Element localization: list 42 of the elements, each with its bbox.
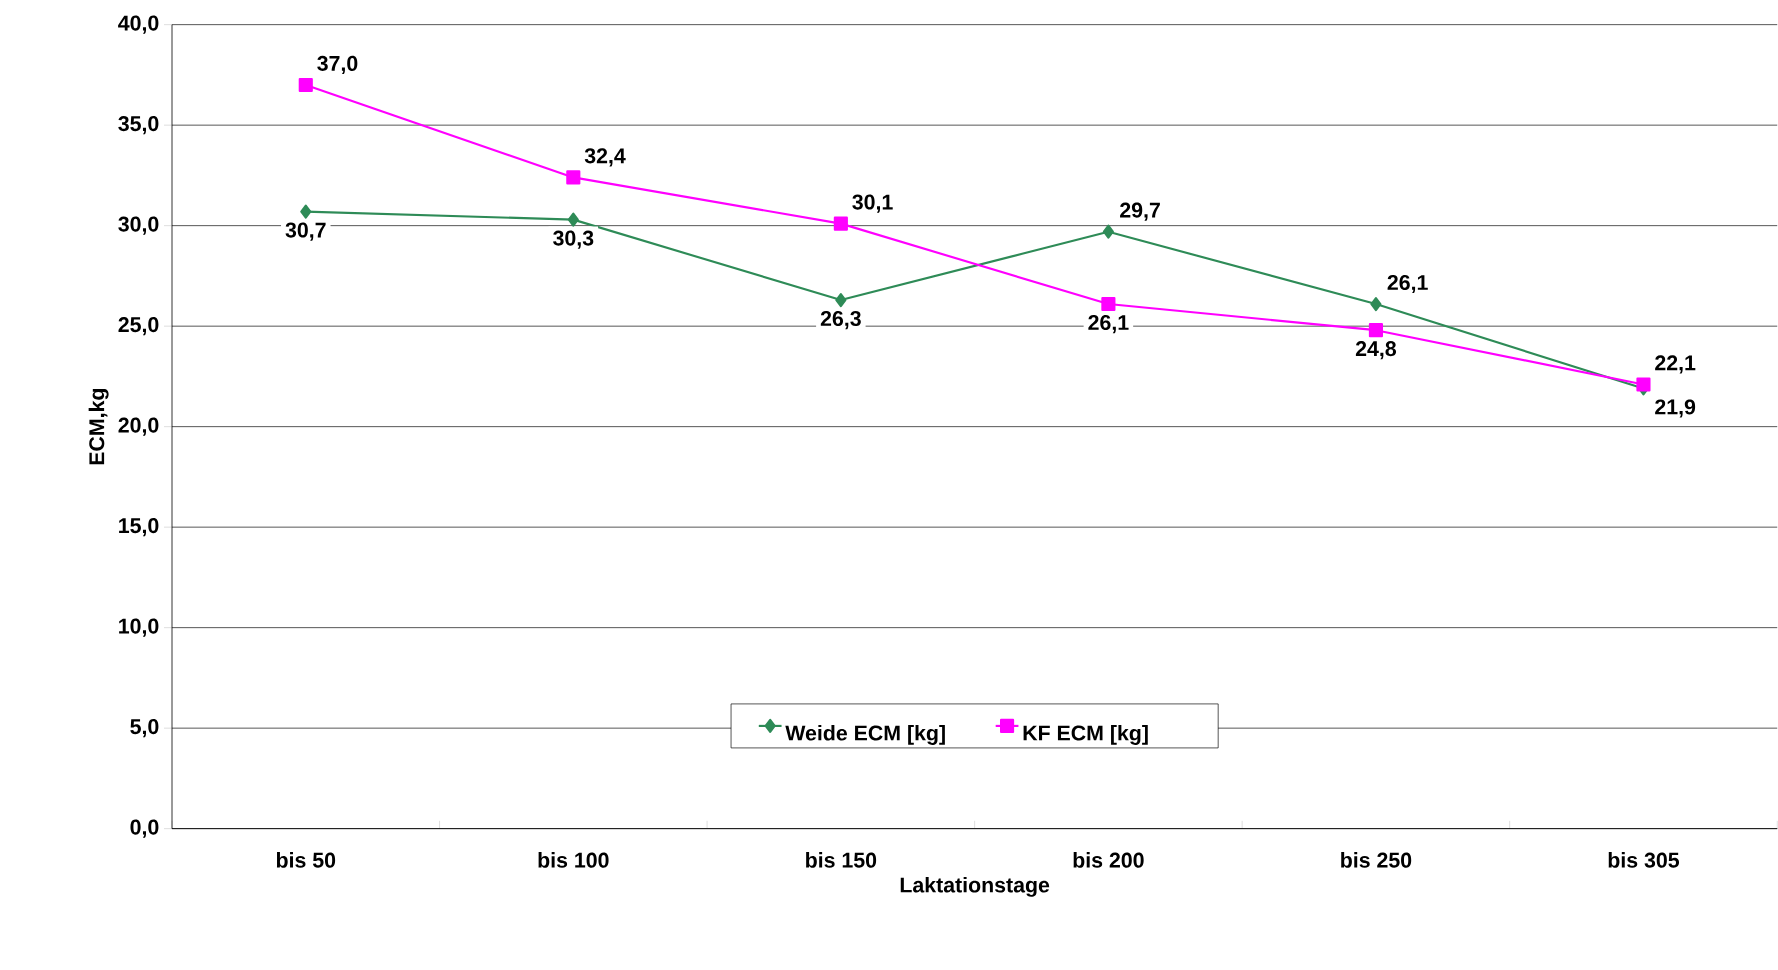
point bbox=[298, 77, 313, 93]
legend-label: KF ECM [kg] bbox=[1023, 724, 1148, 745]
x-tick-label: bis 305 bbox=[1608, 852, 1680, 868]
y-tick-label: 0,0 bbox=[130, 819, 159, 838]
point bbox=[1368, 323, 1383, 338]
data-label: 30,7 bbox=[285, 222, 326, 241]
data-label: 26,1 bbox=[1387, 274, 1428, 294]
y-tick-label: 40,0 bbox=[118, 15, 159, 34]
point bbox=[566, 170, 581, 185]
data-label: 26,3 bbox=[820, 310, 861, 330]
data-label: 37,0 bbox=[317, 55, 358, 75]
data-label: 32,4 bbox=[584, 148, 626, 167]
point bbox=[833, 216, 848, 231]
point bbox=[1102, 224, 1114, 239]
point bbox=[1636, 377, 1651, 392]
data-label: 24,8 bbox=[1355, 341, 1397, 360]
x-tick-label: bis 250 bbox=[1341, 852, 1412, 868]
y-tick-label: 10,0 bbox=[119, 618, 159, 637]
data-label: 26,1 bbox=[1088, 314, 1129, 334]
y-tick-label: 20,0 bbox=[118, 417, 159, 436]
y-tick-label: 25,0 bbox=[118, 317, 159, 336]
x-tick-label: bis 200 bbox=[1073, 852, 1144, 868]
y-tick-label: 35,0 bbox=[118, 116, 159, 135]
point bbox=[300, 204, 312, 219]
x-tick-label: bis 150 bbox=[806, 852, 877, 868]
x-tick-label: bis 50 bbox=[276, 852, 336, 868]
data-label: 29,7 bbox=[1120, 202, 1160, 221]
point bbox=[1370, 296, 1382, 312]
data-label: 22,1 bbox=[1655, 355, 1696, 374]
point bbox=[835, 292, 847, 308]
data-label: 30,3 bbox=[553, 230, 594, 249]
data-label: 21,9 bbox=[1655, 399, 1696, 418]
y-tick-label: 5,0 bbox=[130, 719, 159, 738]
x-axis-title: Laktationstage bbox=[900, 876, 1050, 897]
y-tick-label: 15,0 bbox=[119, 518, 159, 537]
point bbox=[567, 212, 579, 227]
y-tick-label: 30,0 bbox=[118, 216, 159, 235]
legend-label: Weide ECM [kg] bbox=[785, 724, 945, 745]
point bbox=[1101, 296, 1116, 312]
x-tick-label: bis 100 bbox=[538, 852, 609, 868]
data-label: 30,1 bbox=[852, 194, 893, 213]
y-axis-title: ECM,kg bbox=[88, 388, 109, 465]
